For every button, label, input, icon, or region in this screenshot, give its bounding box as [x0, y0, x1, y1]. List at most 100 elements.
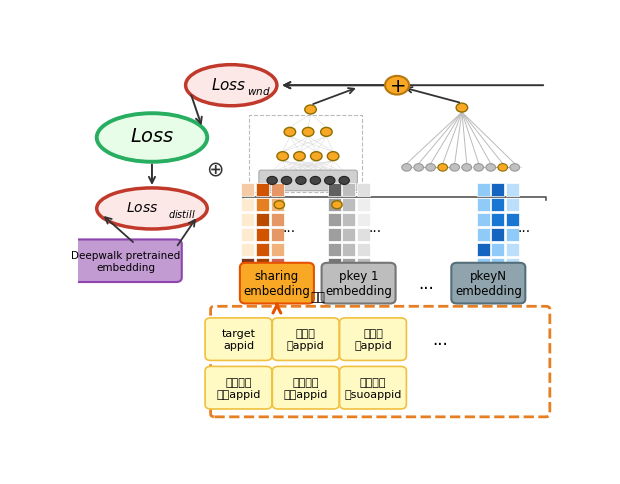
Bar — [241, 258, 254, 272]
Circle shape — [267, 177, 277, 185]
Bar — [507, 198, 520, 212]
Bar — [507, 183, 520, 197]
Bar — [492, 183, 505, 197]
Bar — [477, 183, 490, 197]
Bar — [256, 243, 269, 257]
Bar — [327, 198, 340, 212]
Circle shape — [486, 164, 495, 172]
Text: pkeyN
embedding: pkeyN embedding — [455, 270, 522, 298]
Bar — [241, 183, 254, 197]
Text: ...: ... — [418, 274, 434, 292]
Ellipse shape — [185, 65, 277, 106]
Circle shape — [305, 106, 316, 115]
FancyBboxPatch shape — [259, 171, 357, 191]
Bar — [271, 243, 284, 257]
Text: ...: ... — [282, 221, 296, 235]
Bar — [256, 258, 269, 272]
Circle shape — [284, 128, 296, 137]
Circle shape — [414, 164, 423, 172]
Bar — [342, 228, 355, 242]
FancyBboxPatch shape — [272, 318, 339, 361]
Text: $\mathit{Loss}$: $\mathit{Loss}$ — [211, 76, 247, 92]
Bar — [477, 228, 490, 242]
Bar — [271, 258, 284, 272]
Bar — [241, 243, 254, 257]
Bar — [342, 243, 355, 257]
Bar — [477, 258, 490, 272]
Circle shape — [438, 164, 448, 172]
Circle shape — [385, 76, 409, 95]
Circle shape — [296, 177, 306, 185]
FancyBboxPatch shape — [340, 367, 406, 409]
Bar — [271, 183, 284, 197]
Ellipse shape — [97, 189, 207, 229]
FancyBboxPatch shape — [211, 307, 550, 417]
Text: Deepwalk pretrained
embedding: Deepwalk pretrained embedding — [71, 250, 180, 272]
Text: target
appid: target appid — [221, 329, 255, 350]
Bar — [327, 258, 340, 272]
Text: ...: ... — [432, 331, 448, 348]
Text: 聚合: 聚合 — [310, 290, 326, 303]
Ellipse shape — [97, 114, 207, 163]
Circle shape — [310, 177, 321, 185]
Bar — [342, 258, 355, 272]
FancyBboxPatch shape — [322, 263, 396, 304]
FancyBboxPatch shape — [69, 240, 182, 283]
Bar — [327, 213, 340, 227]
Bar — [256, 198, 269, 212]
Bar — [507, 228, 520, 242]
Bar — [477, 198, 490, 212]
Text: 用户点
击appid: 用户点 击appid — [287, 329, 325, 350]
Circle shape — [325, 177, 335, 185]
Bar — [357, 228, 370, 242]
Bar — [256, 228, 269, 242]
Circle shape — [474, 164, 484, 172]
Bar — [327, 183, 340, 197]
Bar — [357, 213, 370, 227]
Text: $\mathit{distill}$: $\mathit{distill}$ — [168, 208, 196, 220]
Circle shape — [294, 152, 305, 161]
Bar — [241, 213, 254, 227]
Text: 用户实时
下载appid: 用户实时 下载appid — [283, 377, 328, 399]
Text: ...: ... — [369, 221, 382, 235]
FancyBboxPatch shape — [340, 318, 406, 361]
Circle shape — [332, 201, 342, 209]
Bar — [241, 228, 254, 242]
Bar — [357, 243, 370, 257]
Circle shape — [339, 177, 349, 185]
Bar — [256, 213, 269, 227]
Circle shape — [402, 164, 412, 172]
Bar — [241, 198, 254, 212]
Text: $+$: $+$ — [389, 76, 405, 95]
Text: ...: ... — [518, 221, 531, 235]
Bar — [256, 183, 269, 197]
FancyBboxPatch shape — [240, 263, 314, 304]
Bar — [507, 213, 520, 227]
Bar — [357, 198, 370, 212]
Circle shape — [327, 152, 339, 161]
Circle shape — [281, 177, 291, 185]
Text: 用户实时
点击appid: 用户实时 点击appid — [216, 377, 260, 399]
FancyBboxPatch shape — [451, 263, 525, 304]
Bar — [327, 228, 340, 242]
Bar — [492, 228, 505, 242]
Bar — [492, 213, 505, 227]
Circle shape — [303, 128, 314, 137]
Text: $\mathit{Loss}$: $\mathit{Loss}$ — [130, 128, 174, 146]
Circle shape — [510, 164, 520, 172]
Bar — [357, 183, 370, 197]
FancyBboxPatch shape — [205, 367, 272, 409]
Circle shape — [450, 164, 459, 172]
Circle shape — [498, 164, 508, 172]
Bar — [327, 243, 340, 257]
Bar — [507, 258, 520, 272]
Bar — [342, 213, 355, 227]
Circle shape — [274, 201, 285, 209]
Bar — [271, 228, 284, 242]
Bar — [357, 258, 370, 272]
Bar — [492, 258, 505, 272]
Text: $\mathit{wnd}$: $\mathit{wnd}$ — [247, 85, 271, 97]
Circle shape — [277, 152, 288, 161]
Circle shape — [321, 128, 332, 137]
Bar — [492, 198, 505, 212]
